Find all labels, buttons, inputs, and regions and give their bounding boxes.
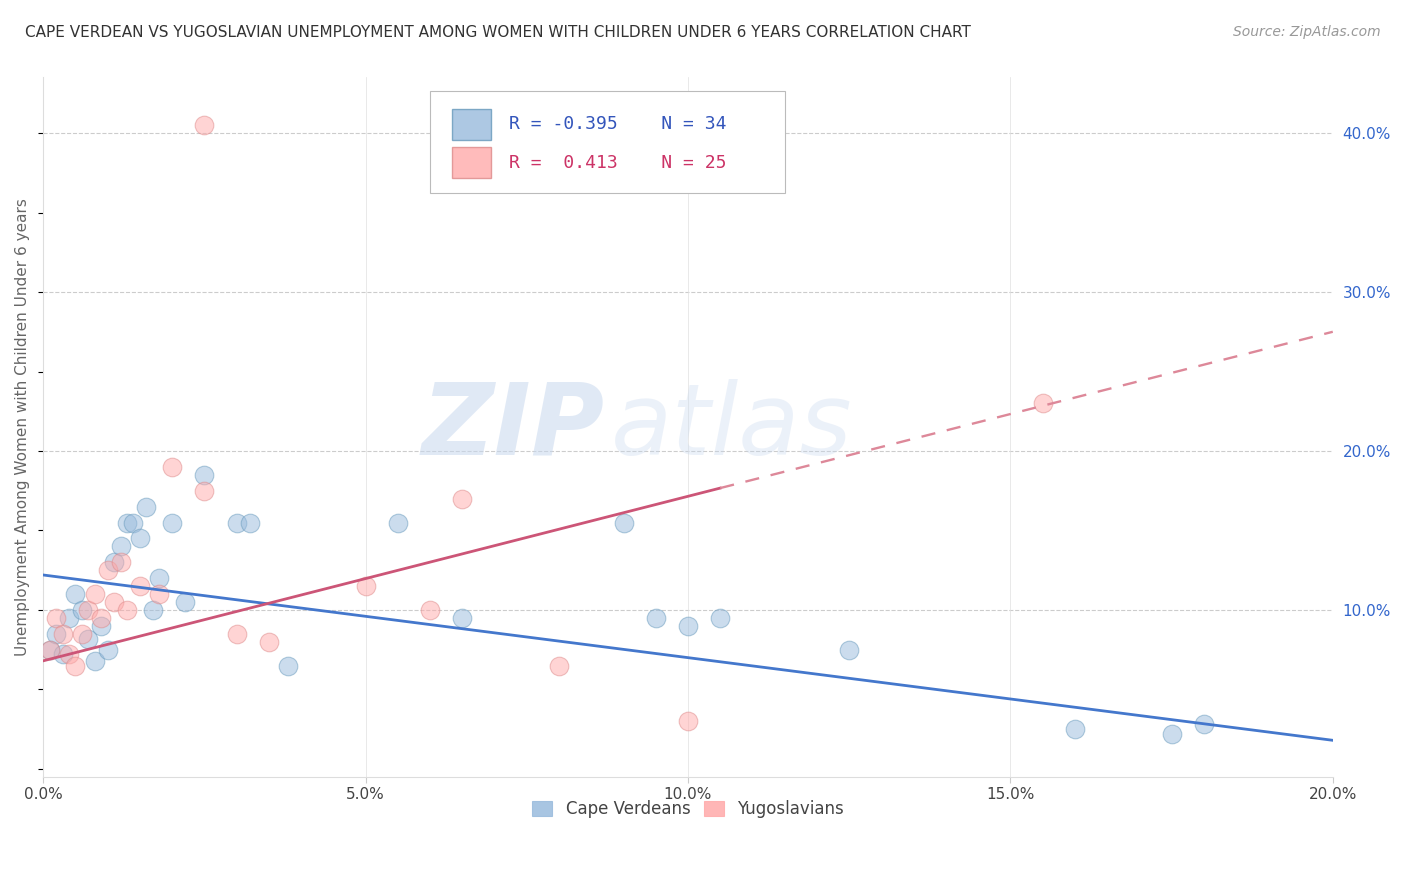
Point [45, 611, 67, 625]
Point [45, 627, 67, 641]
Point [174, 595, 197, 609]
Point [97, 563, 120, 577]
Point [419, 603, 441, 617]
Point [160, 459, 183, 474]
Point [83, 654, 105, 668]
Point [148, 571, 170, 585]
Bar [451, 109, 491, 140]
Point [225, 516, 247, 530]
Point [451, 491, 474, 506]
Point [129, 532, 152, 546]
Point [115, 603, 138, 617]
Point [58, 648, 80, 662]
Point [103, 595, 125, 609]
Point [225, 627, 247, 641]
Point [354, 579, 377, 593]
Point [277, 658, 299, 673]
Point [103, 555, 125, 569]
Point [129, 579, 152, 593]
Bar [451, 146, 491, 178]
Point [115, 516, 138, 530]
Point [257, 634, 280, 648]
Point [709, 611, 731, 625]
Point [77, 603, 100, 617]
Point [193, 467, 215, 482]
Text: R =  0.413    N = 25: R = 0.413 N = 25 [509, 153, 727, 172]
Legend: Cape Verdeans, Yugoslavians: Cape Verdeans, Yugoslavians [526, 793, 851, 824]
Point [122, 516, 145, 530]
Point [1192, 717, 1215, 731]
Point [51, 648, 73, 662]
Point [451, 611, 474, 625]
Y-axis label: Unemployment Among Women with Children Under 6 years: Unemployment Among Women with Children U… [15, 198, 30, 657]
Point [644, 611, 666, 625]
Point [142, 603, 165, 617]
Point [676, 714, 699, 729]
Point [838, 642, 860, 657]
Point [135, 500, 157, 514]
Point [38, 642, 60, 657]
Point [612, 516, 634, 530]
Point [70, 603, 93, 617]
Text: CAPE VERDEAN VS YUGOSLAVIAN UNEMPLOYMENT AMONG WOMEN WITH CHILDREN UNDER 6 YEARS: CAPE VERDEAN VS YUGOSLAVIAN UNEMPLOYMENT… [25, 25, 972, 40]
Point [97, 642, 120, 657]
Text: R = -0.395    N = 34: R = -0.395 N = 34 [509, 115, 727, 133]
Text: ZIP: ZIP [422, 378, 605, 475]
Text: Source: ZipAtlas.com: Source: ZipAtlas.com [1233, 25, 1381, 39]
Point [148, 587, 170, 601]
Point [193, 118, 215, 132]
Point [548, 658, 571, 673]
Point [90, 611, 112, 625]
Point [238, 516, 260, 530]
Point [1063, 722, 1085, 736]
Point [1032, 396, 1054, 410]
Point [70, 627, 93, 641]
Point [110, 540, 132, 554]
Point [38, 642, 60, 657]
Point [387, 516, 409, 530]
Point [676, 619, 699, 633]
Point [1160, 727, 1182, 741]
Point [65, 658, 87, 673]
Point [83, 587, 105, 601]
Point [77, 632, 100, 646]
FancyBboxPatch shape [430, 91, 785, 193]
Point [90, 619, 112, 633]
Point [51, 627, 73, 641]
Point [110, 555, 132, 569]
Point [65, 587, 87, 601]
Point [58, 611, 80, 625]
Point [193, 483, 215, 498]
Text: atlas: atlas [610, 378, 852, 475]
Point [160, 516, 183, 530]
